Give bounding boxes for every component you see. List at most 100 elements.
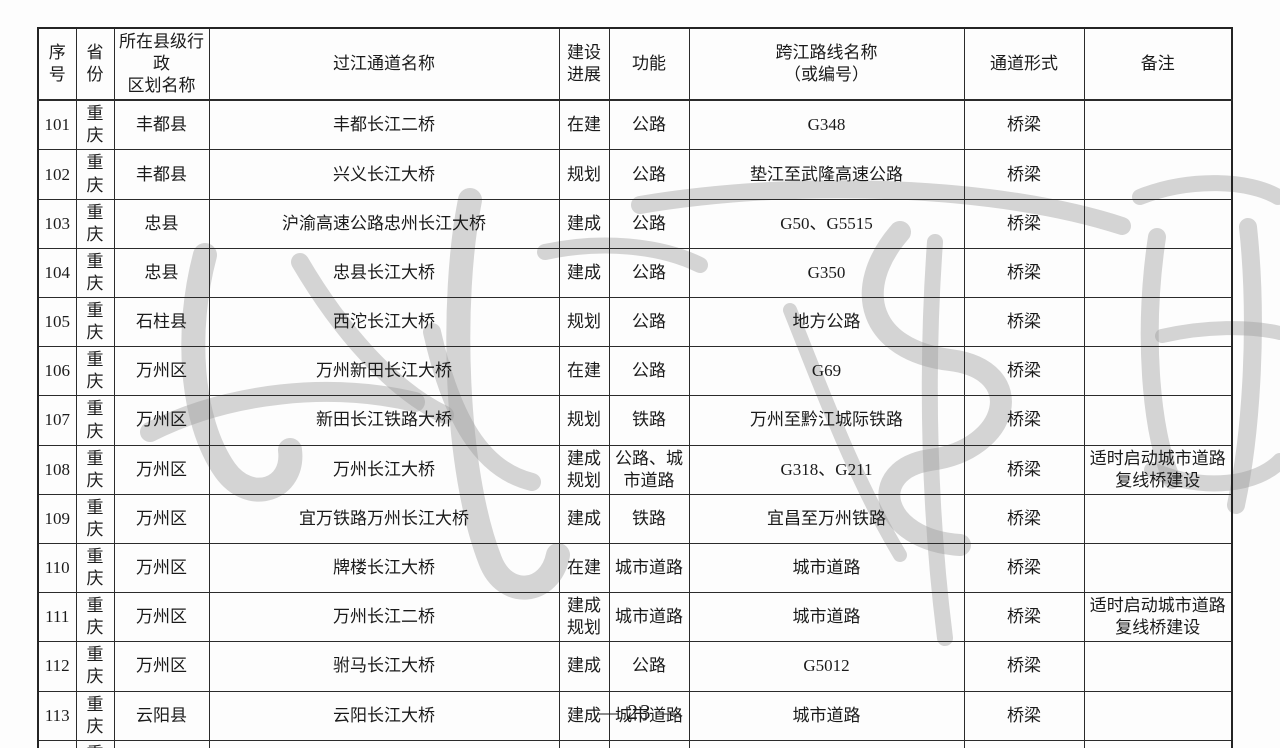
cell-county: 万州区 xyxy=(113,592,210,643)
cell-progress: 在建 xyxy=(558,542,610,594)
cell-form: 桥梁 xyxy=(963,444,1085,495)
cell-remark xyxy=(1083,395,1233,446)
column-header-no: 序号 xyxy=(37,27,77,102)
cell-name: 兴义长江大桥 xyxy=(208,149,560,200)
cell-func: 公路 xyxy=(608,739,690,748)
column-header-province: 省份 xyxy=(75,27,115,102)
cell-province: 重庆 xyxy=(75,346,115,397)
cell-remark xyxy=(1083,493,1233,544)
cell-county: 云阳县 xyxy=(113,690,210,741)
cell-route: 开州至云阳高速公路江口至龙缸段 xyxy=(688,739,965,748)
table-row: 110 重庆 万州区 牌楼长江大桥 在建 城市道路 城市道路 桥梁 xyxy=(37,542,1233,594)
cell-county: 万州区 xyxy=(113,493,210,544)
cell-route: G350 xyxy=(688,247,965,299)
cell-func: 城市道路 xyxy=(608,592,690,643)
cell-progress: 规划 xyxy=(558,739,610,748)
cell-county: 万州区 xyxy=(113,444,210,495)
cell-func: 公路 xyxy=(608,99,690,151)
river-crossing-channels-table: 序号 省份 所在县级行政 区划名称 过江通道名称 建设 进展 功能 跨江路线名称 （或编号）… xyxy=(37,27,1233,748)
cell-remark: 适时启动城市道路复线桥建设 xyxy=(1083,444,1233,495)
header-row: 序号 省份 所在县级行政 区划名称 过江通道名称 建设 进展 功能 跨江路线名称 （或编号）… xyxy=(37,27,1233,102)
cell-name: 西沱长江大桥 xyxy=(208,297,560,348)
cell-province: 重庆 xyxy=(75,444,115,495)
cell-form: 桥梁 xyxy=(963,395,1085,446)
column-header-county: 所在县级行政 区划名称 xyxy=(113,27,210,102)
cell-remark: 适时启动城市道路复线桥建设 xyxy=(1083,592,1233,643)
cell-province: 重庆 xyxy=(75,149,115,200)
cell-form: 桥梁 xyxy=(963,542,1085,594)
cell-func: 铁路 xyxy=(608,493,690,544)
table-row: 113 重庆 云阳县 云阳长江大桥 建成 城市道路 城市道路 桥梁 xyxy=(37,690,1233,741)
cell-progress: 建成 xyxy=(558,493,610,544)
cell-name: 云阳长江大桥 xyxy=(208,690,560,741)
cell-county: 忠县 xyxy=(113,198,210,249)
cell-remark xyxy=(1083,247,1233,299)
cell-county: 万州区 xyxy=(113,346,210,397)
cell-progress: 在建 xyxy=(558,346,610,397)
cell-no: 112 xyxy=(37,641,77,692)
column-header-func: 功能 xyxy=(608,27,690,102)
cell-route: G318、G211 xyxy=(688,444,965,495)
cell-func: 公路 xyxy=(608,297,690,348)
column-header-route: 跨江路线名称 （或编号） xyxy=(688,27,965,102)
cell-county: 云阳县 xyxy=(113,739,210,748)
cell-name: 忠县长江大桥 xyxy=(208,247,560,299)
cell-name: 万州长江二桥 xyxy=(208,592,560,643)
cell-route: G69 xyxy=(688,346,965,397)
cell-func: 公路 xyxy=(608,198,690,249)
cell-province: 重庆 xyxy=(75,542,115,594)
cell-no: 103 xyxy=(37,198,77,249)
cell-progress: 规划 xyxy=(558,395,610,446)
cell-name: 新田长江铁路大桥 xyxy=(208,395,560,446)
cell-name: 宜万铁路万州长江大桥 xyxy=(208,493,560,544)
column-header-remark: 备注 xyxy=(1083,27,1233,102)
table-row: 109 重庆 万州区 宜万铁路万州长江大桥 建成 铁路 宜昌至万州铁路 桥梁 xyxy=(37,493,1233,544)
cell-remark xyxy=(1083,739,1233,748)
cell-province: 重庆 xyxy=(75,592,115,643)
cell-no: 101 xyxy=(37,99,77,151)
cell-form: 桥梁 xyxy=(963,739,1085,748)
table-row: 114重庆云阳县云阳复兴长江大桥规划公路开州至云阳高速公路江口至龙缸段桥梁 xyxy=(37,739,1233,748)
cell-remark xyxy=(1083,297,1233,348)
cell-no: 111 xyxy=(37,592,77,643)
cell-progress: 在建 xyxy=(558,99,610,151)
cell-province: 重庆 xyxy=(75,395,115,446)
cell-province: 重庆 xyxy=(75,99,115,151)
cell-func: 公路 xyxy=(608,641,690,692)
cell-remark xyxy=(1083,542,1233,594)
cell-no: 109 xyxy=(37,493,77,544)
cell-progress: 建成 xyxy=(558,641,610,692)
cell-route: 宜昌至万州铁路 xyxy=(688,493,965,544)
cell-route: G348 xyxy=(688,99,965,151)
cell-progress: 建成 规划 xyxy=(558,592,610,643)
cell-func: 公路 xyxy=(608,346,690,397)
cell-progress: 规划 xyxy=(558,149,610,200)
cell-no: 110 xyxy=(37,542,77,594)
table-row: 112 重庆 万州区 驸马长江大桥 建成 公路 G5012 桥梁 xyxy=(37,641,1233,692)
column-header-progress: 建设 进展 xyxy=(558,27,610,102)
cell-name: 万州新田长江大桥 xyxy=(208,346,560,397)
cell-remark xyxy=(1083,198,1233,249)
cell-form: 桥梁 xyxy=(963,592,1085,643)
cell-remark xyxy=(1083,690,1233,741)
cell-no: 108 xyxy=(37,444,77,495)
cell-county: 石柱县 xyxy=(113,297,210,348)
table-row: 101 重庆 丰都县 丰都长江二桥 在建 公路 G348 桥梁 xyxy=(37,99,1233,151)
cell-progress: 建成 xyxy=(558,247,610,299)
cell-no: 113 xyxy=(37,690,77,741)
cell-county: 忠县 xyxy=(113,247,210,299)
column-header-name: 过江通道名称 xyxy=(208,27,560,102)
cell-no: 105 xyxy=(37,297,77,348)
cell-name: 万州长江大桥 xyxy=(208,444,560,495)
table-row: 106 重庆 万州区 万州新田长江大桥 在建 公路 G69 桥梁 xyxy=(37,346,1233,397)
cell-progress: 建成 xyxy=(558,690,610,741)
cell-form: 桥梁 xyxy=(963,641,1085,692)
cell-remark xyxy=(1083,641,1233,692)
table-row: 104 重庆 忠县 忠县长江大桥 建成 公路 G350 桥梁 xyxy=(37,247,1233,299)
cell-func: 铁路 xyxy=(608,395,690,446)
cell-province: 重庆 xyxy=(75,247,115,299)
cell-progress: 建成 xyxy=(558,198,610,249)
cell-route: 城市道路 xyxy=(688,592,965,643)
table-row: 103 重庆 忠县 沪渝高速公路忠州长江大桥 建成 公路 G50、G5515 桥梁 xyxy=(37,198,1233,249)
